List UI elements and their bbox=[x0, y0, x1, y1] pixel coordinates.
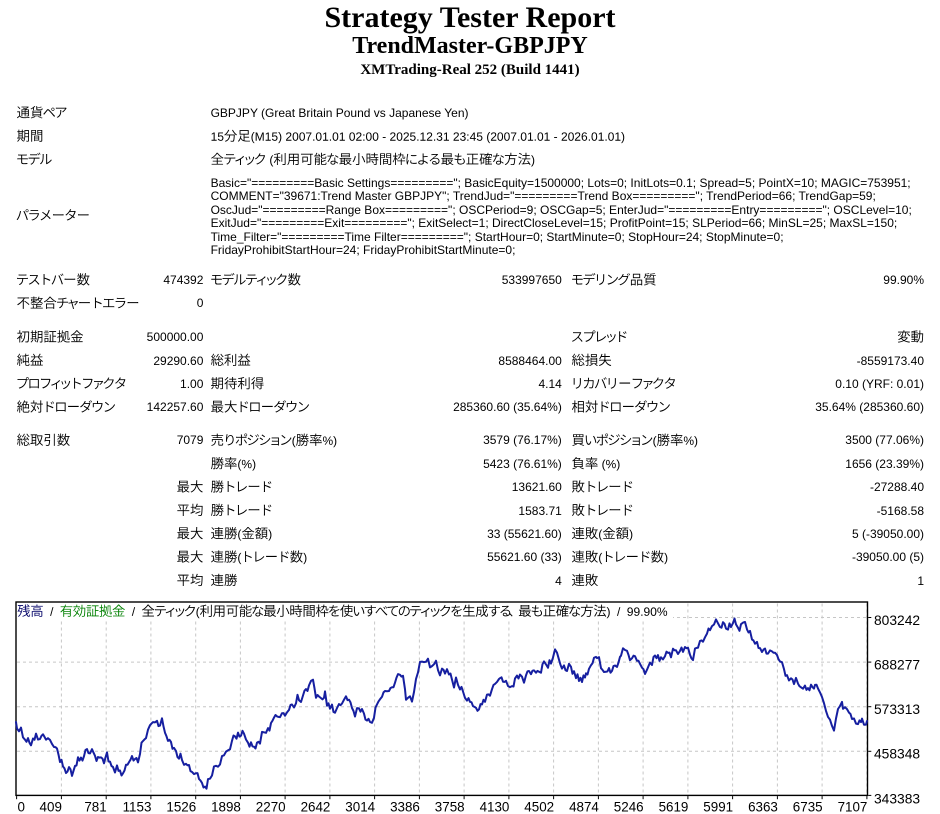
svg-text:5991: 5991 bbox=[703, 800, 733, 814]
svg-text:458348: 458348 bbox=[874, 747, 920, 762]
svg-text:3014: 3014 bbox=[345, 800, 375, 814]
svg-text:2270: 2270 bbox=[256, 800, 286, 814]
svg-text:688277: 688277 bbox=[874, 658, 920, 673]
svg-text:5619: 5619 bbox=[659, 800, 689, 814]
svg-text:2642: 2642 bbox=[301, 800, 331, 814]
svg-text:3386: 3386 bbox=[390, 800, 420, 814]
svg-text:4874: 4874 bbox=[569, 800, 599, 814]
svg-text:7107: 7107 bbox=[838, 800, 868, 814]
svg-text:6735: 6735 bbox=[793, 800, 823, 814]
svg-text:1526: 1526 bbox=[166, 800, 196, 814]
svg-text:1153: 1153 bbox=[123, 800, 152, 814]
svg-text:781: 781 bbox=[84, 800, 106, 814]
svg-text:4130: 4130 bbox=[480, 800, 510, 814]
svg-text:573313: 573313 bbox=[874, 702, 920, 717]
svg-text:5246: 5246 bbox=[614, 800, 644, 814]
svg-text:4502: 4502 bbox=[524, 800, 554, 814]
svg-text:6363: 6363 bbox=[748, 800, 778, 814]
svg-text:409: 409 bbox=[40, 800, 62, 814]
svg-text:343383: 343383 bbox=[874, 791, 920, 806]
svg-text:1898: 1898 bbox=[211, 800, 241, 814]
svg-text:3758: 3758 bbox=[435, 800, 465, 814]
svg-text:0: 0 bbox=[18, 800, 25, 814]
svg-text:803242: 803242 bbox=[874, 613, 920, 628]
